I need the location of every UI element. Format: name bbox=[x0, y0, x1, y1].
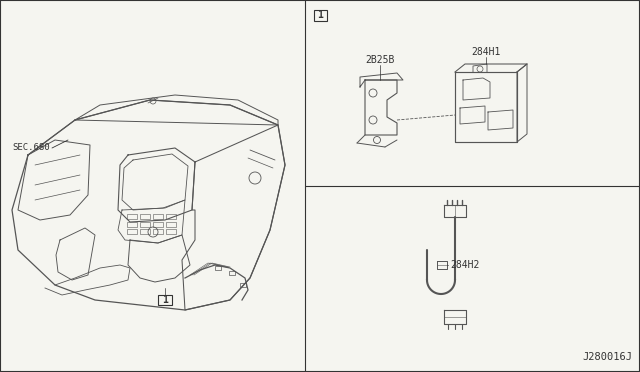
Bar bbox=[166, 214, 176, 219]
Bar bbox=[140, 214, 150, 219]
Text: 284H2: 284H2 bbox=[450, 260, 479, 270]
Text: 1: 1 bbox=[317, 10, 323, 20]
Text: 2B25B: 2B25B bbox=[365, 55, 395, 65]
Text: 284H1: 284H1 bbox=[471, 47, 500, 57]
Bar bbox=[166, 221, 176, 227]
Bar bbox=[153, 229, 163, 234]
Text: 1: 1 bbox=[162, 295, 168, 305]
Bar bbox=[229, 271, 235, 275]
Bar bbox=[140, 221, 150, 227]
Bar bbox=[215, 266, 221, 270]
Text: SEC.680: SEC.680 bbox=[12, 144, 50, 153]
Bar bbox=[127, 214, 137, 219]
Bar bbox=[127, 221, 137, 227]
Bar bbox=[140, 229, 150, 234]
Bar bbox=[153, 214, 163, 219]
Text: J280016J: J280016J bbox=[582, 352, 632, 362]
Bar bbox=[153, 221, 163, 227]
Bar bbox=[166, 229, 176, 234]
Bar bbox=[240, 283, 246, 287]
Bar bbox=[127, 229, 137, 234]
